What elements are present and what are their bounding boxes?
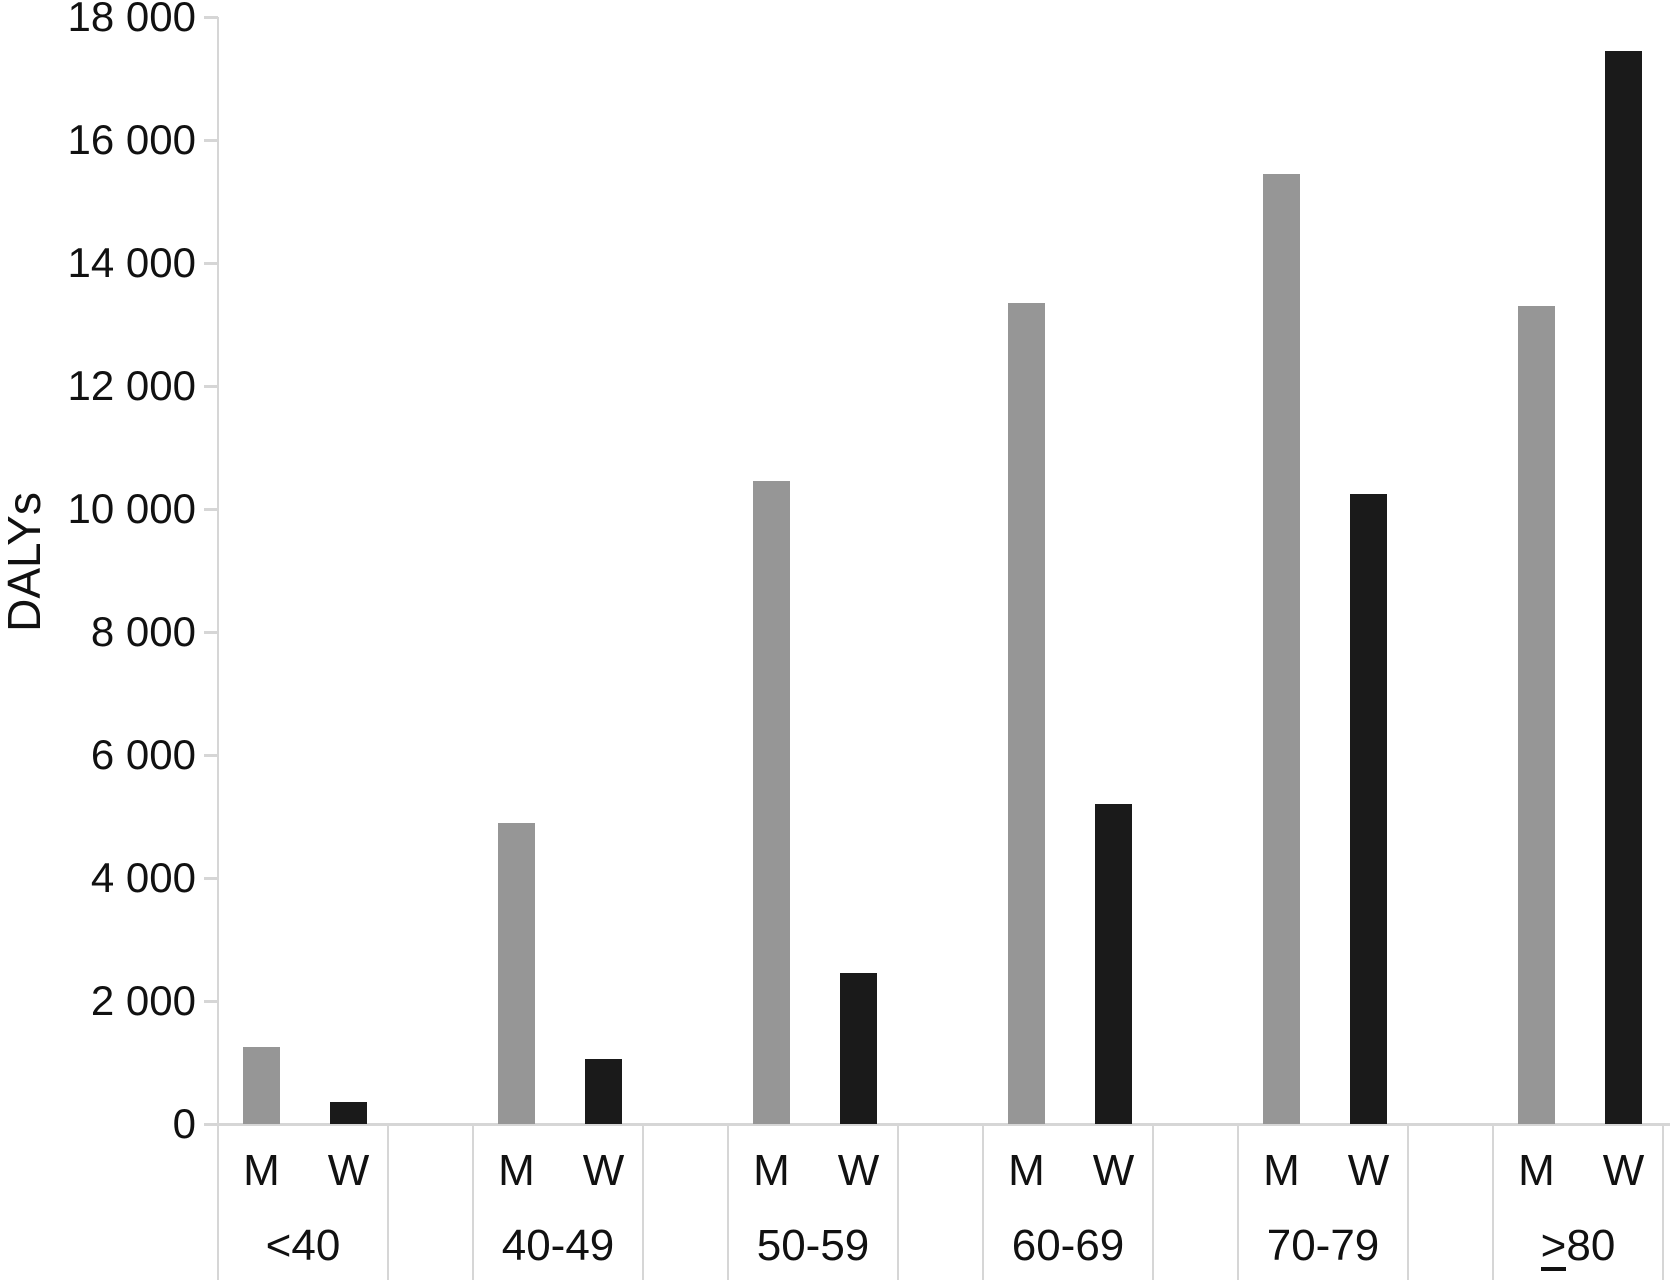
label-cell-border bbox=[1152, 1124, 1154, 1280]
category-label-80: >80 bbox=[1540, 1221, 1616, 1271]
y-tick-mark bbox=[204, 1000, 218, 1003]
bar-m-50-59 bbox=[753, 481, 790, 1124]
y-tick-mark bbox=[204, 508, 218, 511]
y-tick-label: 8 000 bbox=[90, 608, 196, 655]
y-tick-label: 18 000 bbox=[67, 0, 196, 40]
label-cell-border bbox=[1492, 1124, 1494, 1280]
y-tick-mark bbox=[204, 1123, 218, 1126]
bar-sublabel-m: M bbox=[498, 1146, 535, 1195]
bar-sublabel-w: W bbox=[1092, 1146, 1135, 1195]
y-tick-label: 12 000 bbox=[67, 362, 196, 409]
y-tick-mark bbox=[204, 385, 218, 388]
bar-w-80 bbox=[1605, 50, 1642, 1124]
category-label-40-49: 40-49 bbox=[501, 1221, 615, 1270]
y-tick-label: 14 000 bbox=[67, 239, 196, 286]
bar-w-50-59 bbox=[840, 973, 877, 1124]
bar-m-40 bbox=[243, 1047, 280, 1124]
y-tick-label: 4 000 bbox=[90, 854, 196, 901]
bar-w-70-79 bbox=[1350, 493, 1387, 1124]
bar-w-40 bbox=[330, 1102, 367, 1124]
y-tick-label: 6 000 bbox=[90, 731, 196, 778]
bar-sublabel-m: M bbox=[1008, 1146, 1045, 1195]
greater-equal-symbol: > bbox=[1540, 1221, 1567, 1271]
label-cell-border bbox=[642, 1124, 644, 1280]
y-tick-mark bbox=[204, 631, 218, 634]
bar-w-60-69 bbox=[1095, 804, 1132, 1124]
label-cell-border bbox=[982, 1124, 984, 1280]
bar-sublabel-w: W bbox=[1602, 1146, 1645, 1195]
bar-sublabel-m: M bbox=[243, 1146, 280, 1195]
y-tick-mark bbox=[204, 262, 218, 265]
bar-w-40-49 bbox=[585, 1059, 622, 1124]
bar-sublabel-w: W bbox=[327, 1146, 370, 1195]
bar-m-40-49 bbox=[498, 822, 535, 1124]
category-label-60-69: 60-69 bbox=[1011, 1221, 1125, 1270]
label-cell-border bbox=[1662, 1124, 1664, 1280]
bar-m-80 bbox=[1518, 306, 1555, 1124]
label-cell-border bbox=[217, 1124, 219, 1280]
label-cell-border bbox=[897, 1124, 899, 1280]
label-cell-border bbox=[727, 1124, 729, 1280]
bar-m-60-69 bbox=[1008, 302, 1045, 1124]
y-tick-label: 0 bbox=[172, 1100, 196, 1147]
y-tick-label: 16 000 bbox=[67, 116, 196, 163]
y-tick-label: 10 000 bbox=[67, 485, 196, 532]
y-axis-line bbox=[217, 17, 219, 1280]
category-label-50-59: 50-59 bbox=[756, 1221, 870, 1270]
y-tick-mark bbox=[204, 139, 218, 142]
x-axis-line bbox=[217, 1123, 1670, 1126]
category-label-40: <40 bbox=[265, 1221, 341, 1270]
bar-m-70-79 bbox=[1263, 173, 1300, 1124]
bar-sublabel-w: W bbox=[582, 1146, 625, 1195]
label-cell-border bbox=[1237, 1124, 1239, 1280]
bar-sublabel-m: M bbox=[1263, 1146, 1300, 1195]
category-label-70-79: 70-79 bbox=[1266, 1221, 1380, 1270]
y-tick-mark bbox=[204, 16, 218, 19]
y-tick-mark bbox=[204, 877, 218, 880]
label-cell-border bbox=[472, 1124, 474, 1280]
y-tick-label: 2 000 bbox=[90, 977, 196, 1024]
label-cell-border bbox=[387, 1124, 389, 1280]
label-cell-border bbox=[1407, 1124, 1409, 1280]
bar-sublabel-m: M bbox=[753, 1146, 790, 1195]
bar-sublabel-w: W bbox=[837, 1146, 880, 1195]
bar-sublabel-m: M bbox=[1518, 1146, 1555, 1195]
y-tick-mark bbox=[204, 754, 218, 757]
bar-sublabel-w: W bbox=[1347, 1146, 1390, 1195]
